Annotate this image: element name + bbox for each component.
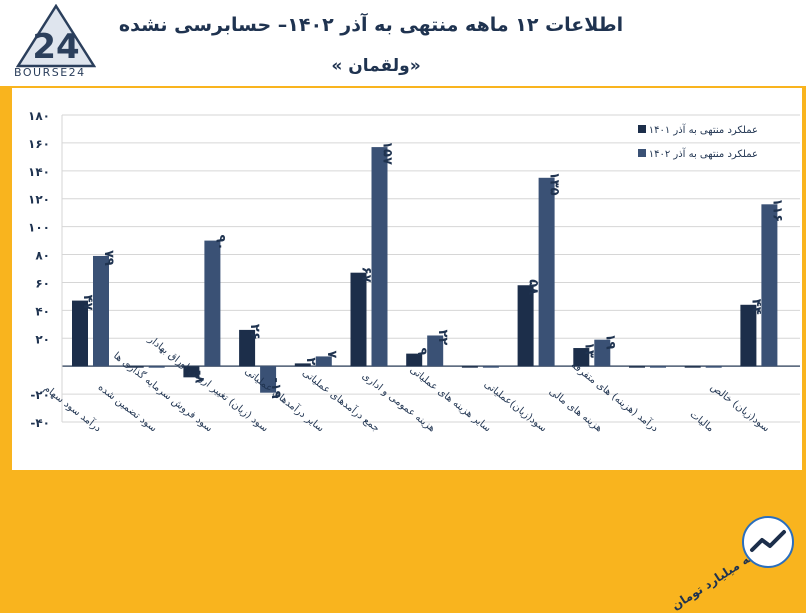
y-tick-label: ۶۰ bbox=[35, 276, 50, 290]
bar bbox=[204, 240, 221, 367]
bar bbox=[573, 348, 590, 367]
bar-value-label: ۲۲ bbox=[435, 329, 450, 345]
bar bbox=[239, 329, 256, 367]
bar bbox=[684, 366, 701, 368]
legend-label: عملکرد منتهی به آذر ۱۴۰۱ bbox=[649, 123, 758, 136]
y-tick-label: ۸۰ bbox=[35, 249, 50, 263]
bar bbox=[406, 353, 423, 367]
legend-label: عملکرد منتهی به آذر ۱۴۰۲ bbox=[649, 147, 758, 160]
bar bbox=[183, 366, 200, 378]
bar bbox=[93, 255, 109, 367]
legend: عملکرد منتهی به آذر ۱۴۰۱ عملکرد منتهی به … bbox=[638, 123, 758, 160]
trend-logo-icon bbox=[742, 516, 794, 568]
logo-text: BOURSE24 bbox=[14, 66, 86, 79]
bar-value-label: ۱۵۷ bbox=[380, 141, 395, 165]
page-subtitle: «ولقمان » bbox=[331, 56, 421, 76]
y-tick-label: -۴۰ bbox=[30, 416, 50, 430]
y-tick-label: -۲۰ bbox=[30, 388, 50, 402]
y-tick-label: ۲۰ bbox=[35, 332, 50, 346]
bar-value-label: ۵۸ bbox=[526, 279, 541, 295]
bar bbox=[594, 339, 611, 367]
bar bbox=[127, 366, 144, 368]
bar-value-label: ۲ bbox=[303, 357, 318, 365]
legend-swatch bbox=[638, 125, 646, 133]
bar-value-label: ۷ bbox=[324, 350, 339, 358]
bar-value-label: ۷۹ bbox=[101, 250, 116, 266]
bar bbox=[371, 147, 388, 367]
plot-background bbox=[12, 88, 802, 470]
bar bbox=[461, 366, 478, 368]
bar-value-label: ۶۷ bbox=[359, 267, 374, 283]
bar bbox=[482, 366, 499, 368]
y-tick-label: ۱۲۰ bbox=[28, 193, 50, 207]
y-tick-label: ۱۴۰ bbox=[28, 165, 50, 179]
bar-value-label: -۸ bbox=[191, 370, 206, 383]
bar-value-label: ۹۰ bbox=[212, 235, 227, 251]
bar-value-label: ۱۹ bbox=[602, 334, 617, 350]
y-tick-label: ۱۸۰ bbox=[28, 109, 50, 123]
bar bbox=[740, 304, 757, 367]
bar bbox=[72, 300, 88, 367]
bar-value-label: ۱۳۵ bbox=[547, 172, 562, 196]
page-title: اطلاعات ۱۲ ماهه منتهی به آذر ۱۴۰۲– حسابر… bbox=[118, 14, 624, 36]
legend-swatch bbox=[638, 149, 646, 157]
bar bbox=[517, 285, 534, 367]
bars bbox=[72, 147, 778, 393]
bar bbox=[260, 366, 277, 393]
bar-value-labels: ۴۷ ۷۹ -۸ ۹۰ ۲۶ -۱۹ ۲۷ ۶۷ ۱۵۷ ۹ ۲۲ ۵۸ ۱۳۵ ۱۳ ۱۹ ۴۴ ۱۱۶ bbox=[80, 141, 784, 399]
bar-value-label: ۱۱۶ bbox=[769, 198, 784, 222]
bar-value-label: ۹ bbox=[414, 348, 429, 356]
bar bbox=[427, 335, 444, 367]
bar-value-label: ۲۶ bbox=[247, 324, 262, 340]
grid-lines bbox=[61, 114, 800, 423]
bar-value-label: -۱۹ bbox=[268, 377, 283, 398]
bar bbox=[650, 366, 666, 368]
bar bbox=[761, 204, 778, 367]
bar bbox=[538, 177, 555, 367]
bar bbox=[705, 366, 722, 368]
bar-value-label: ۴۷ bbox=[80, 295, 95, 311]
bourse24-logo-icon: 24 bbox=[16, 4, 96, 68]
bar bbox=[350, 272, 367, 367]
y-tick-label: ۱۶۰ bbox=[28, 137, 50, 151]
bar bbox=[294, 363, 311, 367]
bar bbox=[315, 356, 332, 367]
y-axis-labels: -۴۰ -۲۰ ۲۰ ۴۰ ۶۰ ۸۰ ۱۰۰ ۱۲۰ ۱۴۰ ۱۶۰ ۱۸۰ bbox=[28, 109, 50, 430]
bar bbox=[148, 366, 165, 368]
bar-value-label: ۱۳ bbox=[581, 342, 596, 358]
y-tick-label: ۱۰۰ bbox=[28, 221, 50, 235]
bar bbox=[629, 366, 645, 368]
logo-mark: 24 bbox=[32, 27, 79, 67]
y-tick-label: ۴۰ bbox=[35, 304, 50, 318]
header-band: 24 BOURSE24 اطلاعات ۱۲ ماهه منتهی به آذر… bbox=[0, 0, 806, 86]
bar-value-label: ۴۴ bbox=[748, 299, 763, 315]
